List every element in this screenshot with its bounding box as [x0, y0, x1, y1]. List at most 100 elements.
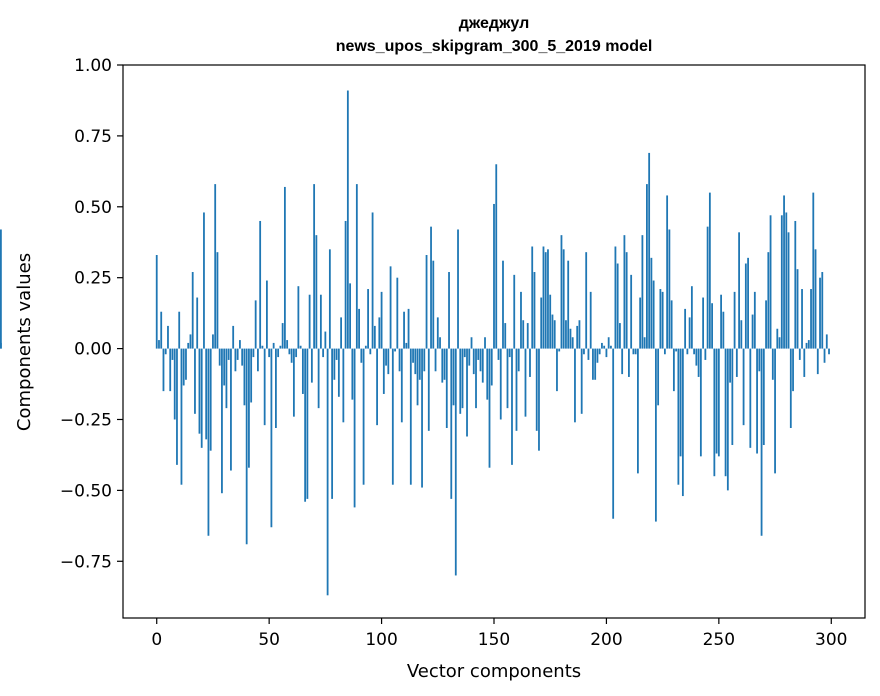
bar	[684, 308, 687, 349]
bar	[427, 348, 430, 431]
bar	[574, 348, 576, 423]
bar	[488, 348, 491, 468]
bar	[290, 348, 293, 363]
bar	[654, 348, 657, 522]
y-tick-label: 0.00	[74, 340, 112, 360]
bar	[715, 348, 718, 454]
bar	[173, 348, 176, 420]
bar	[227, 348, 230, 360]
bar	[551, 314, 554, 349]
bar	[630, 274, 633, 349]
bar	[619, 323, 621, 349]
bar	[819, 277, 821, 349]
bar	[185, 348, 187, 380]
bar	[565, 320, 567, 349]
bar	[389, 266, 392, 349]
y-axis-label: Components values	[14, 253, 35, 431]
bar	[769, 215, 772, 349]
bar	[241, 348, 244, 366]
y-tick-label: −0.25	[60, 410, 112, 430]
bar	[690, 286, 693, 349]
bar	[587, 348, 590, 360]
bar	[562, 249, 565, 349]
bar	[785, 212, 788, 349]
bar	[203, 212, 205, 349]
bar	[625, 252, 628, 349]
bar	[272, 342, 275, 349]
bar	[607, 337, 610, 349]
bar	[263, 348, 266, 426]
y-tick-label: 0.75	[74, 127, 112, 147]
bar	[466, 348, 468, 437]
bar	[167, 325, 169, 349]
bar	[585, 252, 588, 349]
bar	[216, 252, 219, 349]
bar	[342, 348, 345, 423]
bar	[801, 289, 803, 349]
bar	[155, 255, 158, 349]
bar	[223, 348, 226, 386]
bar	[225, 348, 228, 409]
bar	[695, 348, 698, 366]
bar	[387, 348, 390, 375]
bar	[378, 317, 381, 349]
bar	[286, 340, 289, 349]
bar	[504, 323, 507, 349]
x-tick-label: 150	[478, 630, 510, 650]
bar	[351, 348, 354, 400]
bar	[744, 263, 747, 349]
bar	[313, 184, 316, 349]
bar	[502, 260, 504, 349]
bar	[445, 348, 448, 428]
bar	[171, 348, 174, 360]
bar	[360, 348, 363, 363]
y-tick-label: 1.00	[74, 56, 112, 76]
bar	[209, 348, 212, 451]
bar	[569, 328, 572, 349]
bar	[373, 325, 376, 349]
x-tick-label: 300	[815, 630, 847, 650]
bar	[430, 226, 432, 349]
bar	[677, 348, 680, 485]
bar	[610, 345, 612, 349]
bar	[472, 348, 475, 375]
bar	[612, 348, 615, 519]
bar	[252, 348, 255, 358]
bar	[722, 311, 725, 349]
bar	[443, 348, 446, 380]
bar	[511, 348, 513, 465]
bar	[245, 348, 248, 545]
bar	[212, 334, 214, 349]
bar	[434, 348, 437, 372]
bar	[243, 348, 246, 406]
bar	[751, 314, 754, 349]
bar	[169, 348, 172, 392]
bar	[421, 348, 423, 488]
x-tick-label: 200	[590, 630, 622, 650]
bar	[261, 345, 264, 349]
bar	[558, 348, 561, 352]
bar	[236, 348, 239, 360]
bar	[355, 184, 358, 349]
bar	[616, 263, 619, 349]
bar	[432, 260, 435, 349]
bar	[191, 272, 194, 349]
bar	[301, 348, 304, 394]
bar	[526, 323, 529, 349]
bar	[639, 297, 642, 349]
bar	[405, 342, 408, 349]
bar	[234, 348, 237, 372]
bar	[176, 348, 178, 465]
bar	[805, 342, 808, 349]
bar	[248, 348, 250, 468]
bar	[398, 348, 401, 372]
bar	[164, 348, 167, 355]
bar	[459, 348, 462, 414]
bar	[657, 348, 660, 406]
bar	[450, 348, 453, 499]
bar	[506, 348, 509, 409]
y-tick-label: 0.50	[74, 198, 112, 218]
bar	[605, 348, 608, 358]
bar	[729, 348, 731, 383]
bar	[711, 303, 713, 349]
